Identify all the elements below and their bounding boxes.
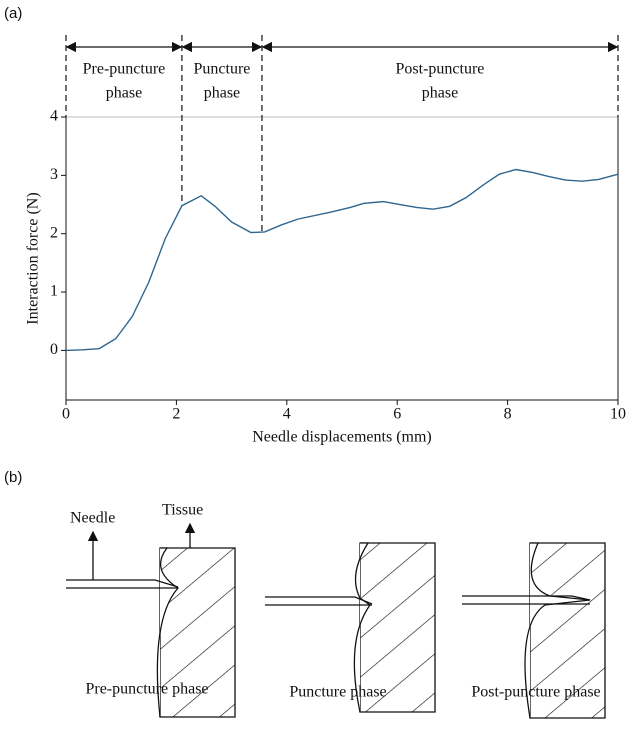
tissue-edge xyxy=(156,547,179,718)
y-tick-label: 4 xyxy=(50,108,58,125)
y-tick-label: 2 xyxy=(50,224,58,241)
x-tick-label: 8 xyxy=(504,406,512,423)
caption: Pre-puncture phase xyxy=(85,681,208,698)
phase-label: phase xyxy=(422,85,458,102)
x-tick-label: 10 xyxy=(610,406,626,423)
force-curve xyxy=(65,168,619,352)
x-tick-label: 2 xyxy=(172,406,180,423)
y-axis-label: Interaction force (N) xyxy=(25,192,42,324)
y-tick-label: 1 xyxy=(50,283,58,300)
diagram: Needle Tissue Pre-puncture phase Punctur… xyxy=(66,502,606,719)
needle xyxy=(66,579,179,589)
x-tick-label: 4 xyxy=(283,406,291,423)
phase-label: phase xyxy=(106,85,142,102)
phase-label: Pre-puncture xyxy=(83,61,166,78)
chart: 0 2 4 6 8 10 0 1 2 3 4 Needle displacements (mm) Int… xyxy=(25,35,626,446)
phase-label: Puncture xyxy=(194,61,251,78)
caption: Puncture phase xyxy=(289,684,386,701)
x-tick-label: 0 xyxy=(62,406,70,423)
x-axis-label: Needle displacements (mm) xyxy=(252,429,432,446)
x-tick-label: 6 xyxy=(393,406,401,423)
needle xyxy=(462,595,591,605)
panel-label: (a) xyxy=(4,5,22,22)
needle-label: Needle xyxy=(70,510,115,527)
phase-label: phase xyxy=(204,85,240,102)
y-tick-label: 3 xyxy=(50,166,58,183)
y-tick-label: 0 xyxy=(50,341,58,358)
phase-label: Post-puncture xyxy=(396,61,485,78)
caption: Post-puncture phase xyxy=(471,684,600,701)
needle xyxy=(265,596,373,606)
tissue-edge xyxy=(524,542,591,719)
panel-label: (b) xyxy=(4,469,22,486)
tissue-label: Tissue xyxy=(162,502,203,519)
